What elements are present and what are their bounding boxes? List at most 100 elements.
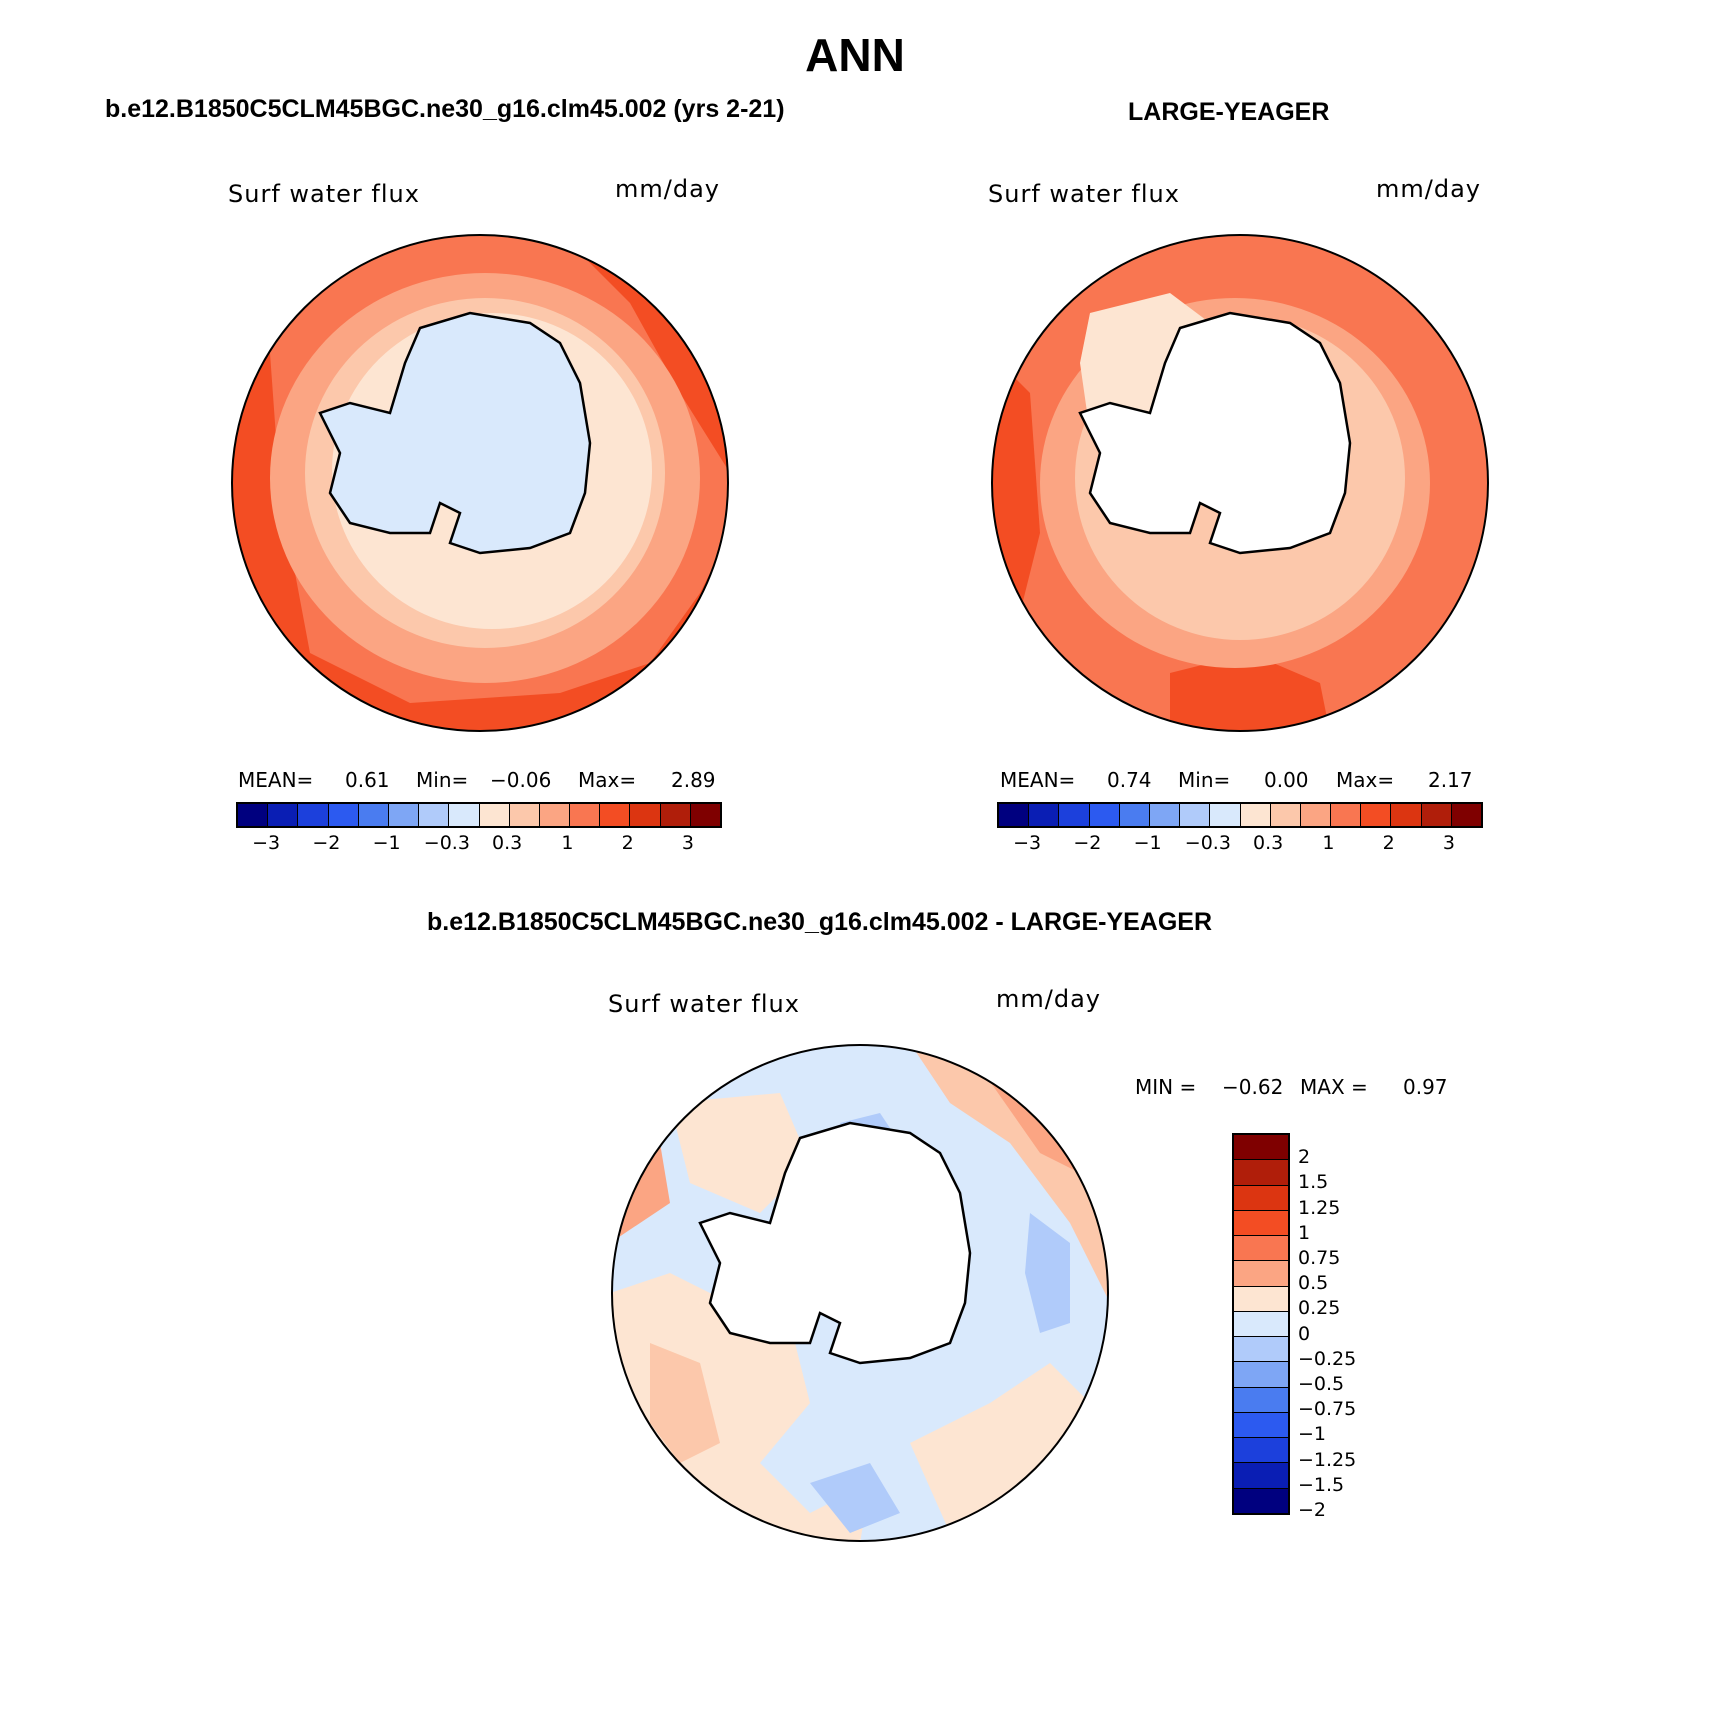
diff-min-value: −0.62	[1222, 1075, 1284, 1099]
diff-colorbar-tick-label: 0.5	[1298, 1272, 1329, 1295]
diff-map	[611, 1044, 1109, 1542]
panel2-variable-label: Surf water flux	[988, 180, 1180, 208]
diff-region-southwest-medium	[650, 1343, 720, 1463]
panel2-colorbar-tick-label: 3	[1442, 832, 1455, 854]
diff-colorbar-tick-label: −0.25	[1298, 1347, 1357, 1370]
panel1-colorbar-swatch	[298, 804, 329, 826]
diff-colorbar-tick-label: −0.75	[1298, 1398, 1357, 1421]
panel2-colorbar-swatch	[1119, 804, 1150, 826]
panel1-stats-mean-label: MEAN=	[238, 768, 314, 792]
diff-colorbar-swatch	[1234, 1337, 1288, 1363]
diff-map-outline	[611, 1044, 1109, 1542]
diff-colorbar-swatch	[1234, 1160, 1288, 1186]
panel1-colorbar-swatch	[690, 804, 720, 826]
diff-colorbar-swatch	[1234, 1311, 1288, 1338]
panel2-colorbar-swatch	[1089, 804, 1120, 826]
panel1-colorbar-tick-label: 1	[561, 832, 574, 854]
panel2-stats-max: 2.17	[1428, 768, 1473, 792]
diff-colorbar-tick-label: 2	[1298, 1146, 1311, 1169]
panel1-edge-extreme	[232, 355, 248, 391]
panel1-colorbar-swatch	[358, 804, 389, 826]
diff-colorbar-swatch	[1234, 1488, 1288, 1513]
diff-colorbar-swatch	[1234, 1210, 1288, 1237]
diff-region-southeast-negative	[810, 1463, 900, 1533]
panel2-stats-min: 0.00	[1264, 768, 1309, 792]
panel2-colorbar-swatch	[1451, 804, 1481, 826]
diff-region-north-positive	[670, 1093, 810, 1213]
diff-colorbar-swatch	[1234, 1387, 1288, 1413]
diff-colorbar-tick-label: −1.5	[1298, 1473, 1345, 1496]
panel1-stats-max: 2.89	[671, 768, 716, 792]
diff-colorbar-tick-label: 1	[1298, 1221, 1311, 1244]
panel2-colorbar-tick-label: −0.3	[1184, 832, 1231, 854]
panel2-colorbar-swatch	[1331, 804, 1362, 826]
panel1-colorbar-swatch	[600, 804, 631, 826]
panel1-colorbar-swatch	[630, 804, 661, 826]
figure-title: ANN	[805, 29, 905, 81]
panel2-antarctica	[1078, 311, 1352, 555]
diff-max-label: MAX =	[1300, 1075, 1368, 1099]
panel2-colorbar	[997, 802, 1483, 828]
diff-colorbar-tick-label: 0.75	[1298, 1247, 1341, 1269]
diff-title: b.e12.B1850C5CLM45BGC.ne30_g16.clm45.002…	[427, 908, 1213, 936]
panel1-antarctica	[318, 311, 592, 555]
panel1-colorbar-swatch	[419, 804, 450, 826]
panel1-colorbar-swatch	[509, 804, 540, 826]
panel1-colorbar-tick-label: 2	[621, 832, 634, 854]
diff-colorbar-swatch	[1234, 1286, 1288, 1312]
panel1-stats-min-label: Min=	[416, 768, 469, 792]
diff-units-label: mm/day	[996, 985, 1101, 1013]
diff-variable-label: Surf water flux	[608, 990, 800, 1018]
panel1-units-label: mm/day	[615, 175, 720, 203]
diff-colorbar-tick-label: 1.5	[1298, 1171, 1329, 1194]
panel1-colorbar-tick-label: −2	[312, 832, 341, 854]
panel2-stats-max-label: Max=	[1336, 768, 1395, 792]
panel1-stats-mean: 0.61	[345, 768, 390, 792]
diff-region-east-negative	[1025, 1213, 1070, 1333]
panel2-colorbar-swatch	[1421, 804, 1452, 826]
panel2-stats-mean: 0.74	[1107, 768, 1152, 792]
panel1-colorbar	[236, 802, 722, 828]
panel2-colorbar-tick-label: 2	[1382, 832, 1395, 854]
panel2-band-south	[1170, 653, 1330, 731]
panel2-colorbar-tick-label: 1	[1322, 832, 1335, 854]
panel2-colorbar-swatch	[1361, 804, 1392, 826]
diff-colorbar-swatch	[1234, 1236, 1288, 1262]
panel1-colorbar-swatch	[238, 804, 269, 826]
panel1-colorbar-swatch	[388, 804, 420, 826]
panel1-colorbar-swatch	[479, 804, 510, 826]
panel2-colorbar-tick-label: −2	[1073, 832, 1102, 854]
panel1-colorbar-tick-label: −1	[372, 832, 401, 854]
panel1-colorbar-tick-label: 0.3	[492, 832, 523, 854]
diff-colorbar-swatch	[1234, 1261, 1288, 1287]
panel1-colorbar-swatch	[539, 804, 571, 826]
diff-antarctica	[698, 1121, 972, 1365]
panel1-stats-max-label: Max=	[578, 768, 637, 792]
panel2-colorbar-swatch	[999, 804, 1030, 826]
diff-colorbar-tick-label: −1.25	[1298, 1448, 1357, 1471]
diff-colorbar-swatch	[1234, 1362, 1288, 1388]
panel2-colorbar-tick-label: −3	[1013, 832, 1042, 854]
panel1-stats-min: −0.06	[490, 768, 552, 792]
diff-colorbar-swatch	[1234, 1135, 1288, 1161]
panel1-colorbar-tick-label: −3	[252, 832, 281, 854]
diff-colorbar-tick-label: −1	[1298, 1423, 1327, 1446]
diff-colorbar-swatch	[1234, 1412, 1288, 1439]
diff-colorbar-swatch	[1234, 1463, 1288, 1489]
panel2-colorbar-tick-label: 0.3	[1253, 832, 1284, 854]
diff-max-value: 0.97	[1403, 1075, 1448, 1099]
panel2-map-outline	[991, 234, 1489, 732]
diff-colorbar-tick-label: −2	[1298, 1499, 1327, 1521]
panel1-title: b.e12.B1850C5CLM45BGC.ne30_g16.clm45.002…	[105, 95, 785, 123]
panel2-units-label: mm/day	[1376, 175, 1481, 203]
panel2-colorbar-swatch	[1059, 804, 1090, 826]
panel2-colorbar-swatch	[1240, 804, 1271, 826]
panel1-colorbar-swatch	[660, 804, 691, 826]
panel1-variable-label: Surf water flux	[228, 180, 420, 208]
panel2-colorbar-swatch	[1029, 804, 1060, 826]
panel2-colorbar-swatch	[1391, 804, 1422, 826]
panel1-colorbar-swatch	[268, 804, 299, 826]
panel1-colorbar-swatch	[449, 804, 480, 826]
diff-colorbar-tick-label: −0.5	[1298, 1373, 1345, 1395]
panel1-colorbar-tick-label: 3	[681, 832, 694, 854]
